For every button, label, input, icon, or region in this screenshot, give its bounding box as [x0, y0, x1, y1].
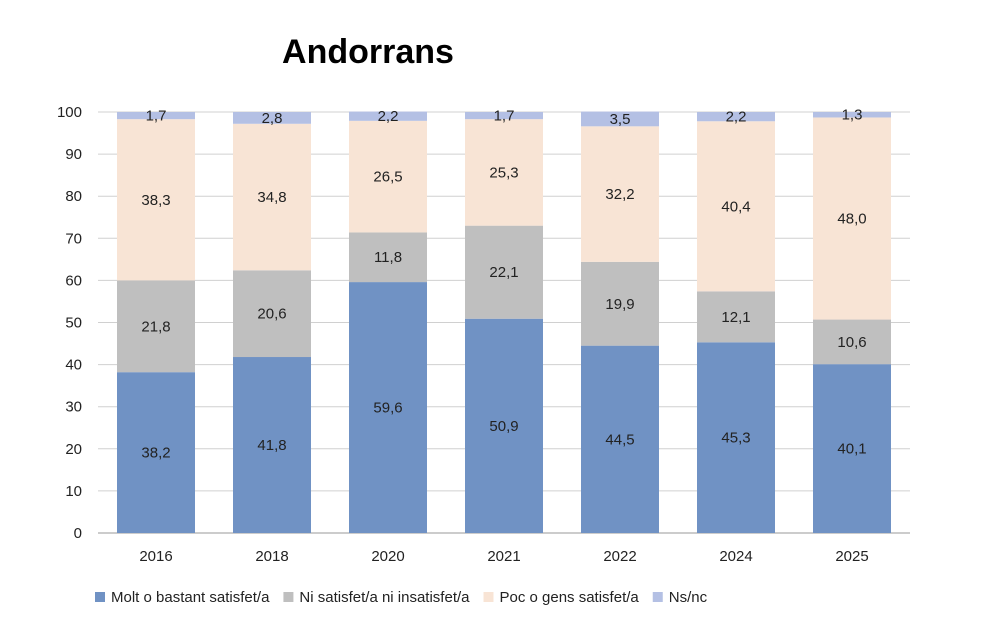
data-label: 10,6 [837, 334, 866, 351]
data-label: 12,1 [721, 309, 750, 326]
data-label: 38,2 [141, 445, 170, 462]
bar-segment [813, 364, 891, 533]
data-label: 38,3 [141, 192, 170, 209]
legend-swatch [652, 592, 663, 602]
bars [117, 111, 891, 533]
y-tick-label: 0 [74, 525, 82, 542]
x-tick-label: 2016 [139, 548, 172, 565]
data-label: 59,6 [373, 400, 402, 417]
y-axis-ticks: 0 10 20 30 40 50 60 70 80 90 100 [57, 104, 82, 542]
data-label: 48,0 [837, 211, 866, 228]
y-tick-label: 50 [65, 315, 82, 332]
data-label: 1,7 [494, 108, 515, 125]
y-tick-label: 80 [65, 188, 82, 205]
data-label: 50,9 [489, 418, 518, 435]
bar-segment [233, 270, 311, 358]
y-tick-label: 40 [65, 357, 82, 374]
x-tick-label: 2025 [835, 548, 868, 565]
chart-title: Andorrans [282, 33, 454, 71]
data-label: 2,8 [262, 110, 283, 127]
y-tick-label: 100 [57, 104, 82, 121]
data-labels: 38,2 21,8 38,3 1,7 41,8 20,6 34,8 2,8 59,6 11,8 26… [141, 107, 866, 462]
x-tick-label: 2022 [603, 548, 636, 565]
y-tick-label: 90 [65, 146, 82, 163]
data-label: 25,3 [489, 164, 518, 181]
bar-segment [697, 291, 775, 343]
data-label: 40,1 [837, 441, 866, 458]
bar-segment [349, 282, 427, 533]
bar-segment [465, 225, 543, 319]
data-label: 1,7 [146, 108, 167, 125]
bar-segment [117, 119, 195, 281]
data-label: 40,4 [721, 198, 750, 215]
bar-segment [349, 120, 427, 233]
x-tick-label: 2020 [371, 548, 404, 565]
y-tick-label: 70 [65, 230, 82, 247]
data-label: 34,8 [257, 189, 286, 206]
legend: Molt o bastant satisfet/a Ni satisfet/a n… [95, 589, 708, 606]
bar-segment [117, 280, 195, 373]
legend-label: Molt o bastant satisfet/a [111, 589, 270, 606]
data-label: 21,8 [141, 318, 170, 335]
data-label: 3,5 [610, 111, 631, 128]
bar-segment [813, 319, 891, 365]
bar-segment [349, 111, 427, 121]
bar-segment [233, 112, 311, 124]
bar-segment [697, 342, 775, 533]
bar-segment [813, 117, 891, 320]
data-label: 41,8 [257, 437, 286, 454]
bar-segment [465, 112, 543, 120]
legend-swatch [283, 592, 294, 602]
bar-segment [117, 372, 195, 533]
y-tick-label: 60 [65, 272, 82, 289]
bar-segment [349, 232, 427, 283]
bar-segment [581, 111, 659, 127]
y-tick-label: 10 [65, 483, 82, 500]
data-label: 44,5 [605, 431, 634, 448]
bar-segment [117, 112, 195, 120]
bar-segment [581, 126, 659, 262]
bar-segment [465, 318, 543, 533]
data-label: 26,5 [373, 169, 402, 186]
x-axis-ticks: 2016 2018 2020 2021 2022 2024 2025 [139, 548, 868, 565]
data-label: 45,3 [721, 430, 750, 447]
legend-swatch [95, 592, 105, 602]
bar-segment [581, 261, 659, 346]
legend-label: Poc o gens satisfet/a [500, 589, 640, 606]
data-label: 22,1 [489, 264, 518, 281]
bar-segment [465, 119, 543, 226]
legend-label: Ni satisfet/a ni insatisfet/a [299, 589, 470, 606]
x-tick-label: 2018 [255, 548, 288, 565]
bar-segment [581, 345, 659, 533]
y-tick-label: 30 [65, 399, 82, 416]
data-label: 2,2 [378, 108, 399, 125]
data-label: 32,2 [605, 186, 634, 203]
bar-segment [697, 112, 775, 122]
bar-segment [697, 121, 775, 292]
data-label: 19,9 [605, 296, 634, 313]
data-label: 11,8 [374, 249, 402, 266]
legend-label: Ns/nc [669, 589, 708, 606]
x-tick-label: 2021 [487, 548, 520, 565]
bar-segment [233, 357, 311, 533]
data-label: 2,2 [726, 109, 747, 126]
x-tick-label: 2024 [719, 548, 752, 565]
data-label: 20,6 [257, 306, 286, 323]
bar-segment [233, 123, 311, 271]
legend-swatch [483, 592, 494, 602]
y-tick-label: 20 [65, 441, 82, 458]
bar-segment [813, 112, 891, 118]
data-label: 1,3 [842, 107, 863, 124]
